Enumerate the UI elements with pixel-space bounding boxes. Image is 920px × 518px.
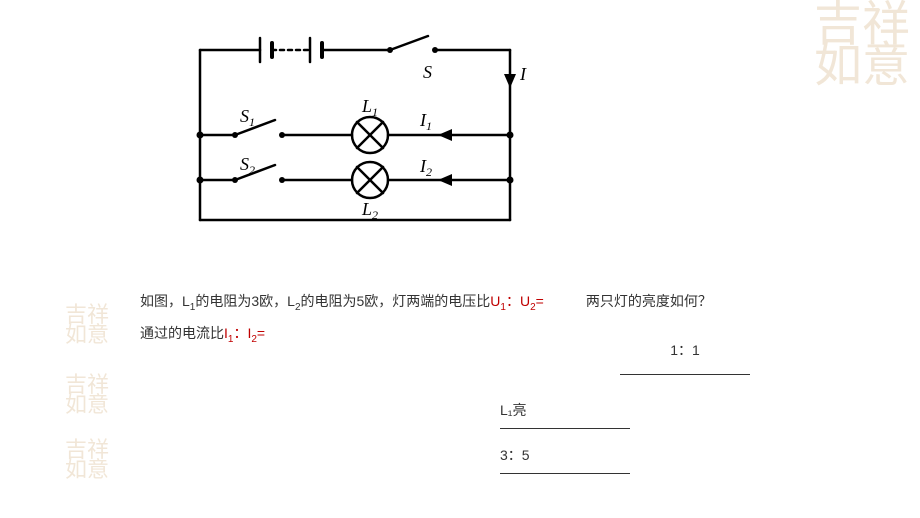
- answer-brightness: L₁亮: [500, 400, 630, 429]
- label-i1: I1: [419, 110, 432, 133]
- answer-voltage: 1：1: [620, 340, 750, 375]
- seal-icon: 吉祥如意: [65, 305, 109, 345]
- answer-current: 3：5: [500, 445, 630, 474]
- question-line1: 如图，L1的电阻为3欧，L2的电阻为5欧，灯两端的电压比U1：U2= 两只灯的亮…: [140, 290, 790, 316]
- circuit-diagram: S I S1 S2 L1 L2 I1 I2: [180, 30, 530, 240]
- label-s1: S1: [240, 106, 255, 129]
- label-s2: S2: [240, 154, 255, 177]
- seal-icon: 吉祥如意: [65, 375, 109, 415]
- seal-icon: 吉祥 如意: [814, 5, 910, 87]
- label-i: I: [519, 64, 527, 84]
- label-l2: L2: [361, 199, 378, 222]
- seal-icon: 吉祥如意: [65, 440, 109, 480]
- label-l1: L1: [361, 96, 378, 119]
- question-block: 如图，L1的电阻为3欧，L2的电阻为5欧，灯两端的电压比U1：U2= 两只灯的亮…: [140, 290, 790, 348]
- label-i2: I2: [419, 156, 432, 179]
- label-s: S: [423, 62, 432, 82]
